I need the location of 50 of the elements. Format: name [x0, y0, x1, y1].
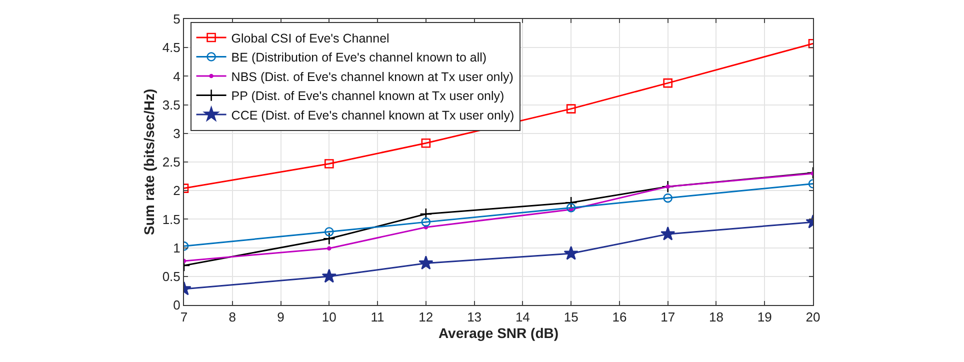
legend-label: CCE (Dist. of Eve's channel known at Tx user only) [231, 108, 514, 122]
y-axis-title: Sum rate (bits/sec/Hz) [140, 88, 157, 236]
point [663, 78, 672, 88]
x-tick-label: 18 [708, 310, 724, 325]
y-tick-label: 5 [173, 12, 180, 27]
y-tick-label: 3 [173, 126, 180, 141]
y-tick-label: 2.5 [162, 154, 180, 170]
x-tick-label: 10 [322, 310, 336, 325]
point [421, 138, 431, 148]
point [663, 193, 672, 203]
point [421, 217, 431, 227]
point [662, 180, 674, 193]
x-tick-label: 17 [660, 310, 676, 325]
point [420, 208, 432, 220]
point [327, 246, 332, 251]
x-tick-label: 14 [515, 310, 530, 325]
x-tick-label: 16 [612, 310, 627, 325]
x-axis-title: Average SNR (dB) [438, 324, 559, 341]
point [566, 104, 576, 114]
point [324, 227, 334, 236]
y-tick-label: 4.5 [162, 40, 180, 56]
y-tick-label: 4 [173, 68, 180, 84]
y-tick-label: 0 [173, 298, 180, 313]
y-tick-label: 0.5 [162, 268, 180, 284]
point [324, 159, 334, 168]
point [418, 256, 434, 270]
x-tick-label: 7 [180, 310, 188, 325]
y-tick-label: 1 [173, 240, 180, 256]
point [322, 232, 336, 245]
point [564, 196, 578, 209]
legend-label: BE (Distribution of Eve's channel known to all) [231, 50, 487, 65]
x-tick-label: 11 [370, 310, 384, 325]
x-tick-label: 8 [228, 310, 236, 325]
y-tick-label: 3.5 [162, 97, 180, 112]
x-tick-label: 19 [757, 310, 772, 325]
point [322, 268, 336, 283]
y-tick-label: 1.5 [162, 212, 180, 227]
x-tick-label: 9 [277, 310, 284, 325]
x-tick-label: 12 [418, 310, 434, 325]
x-tick-label: 13 [467, 310, 482, 325]
point [564, 246, 578, 260]
legend-label: PP (Dist. of Eve's channel known at Tx user only) [231, 89, 504, 104]
x-tick-label: 15 [564, 310, 578, 325]
point [660, 226, 676, 240]
point [666, 184, 670, 189]
x-tick-label: 20 [806, 310, 820, 325]
y-tick-label: 2 [173, 183, 180, 198]
point [566, 203, 576, 212]
legend-label: Global CSI of Eve's Channel [231, 31, 390, 46]
legend-label: NBS (Dist. of Eve's channel known at Tx user only) [231, 70, 514, 84]
